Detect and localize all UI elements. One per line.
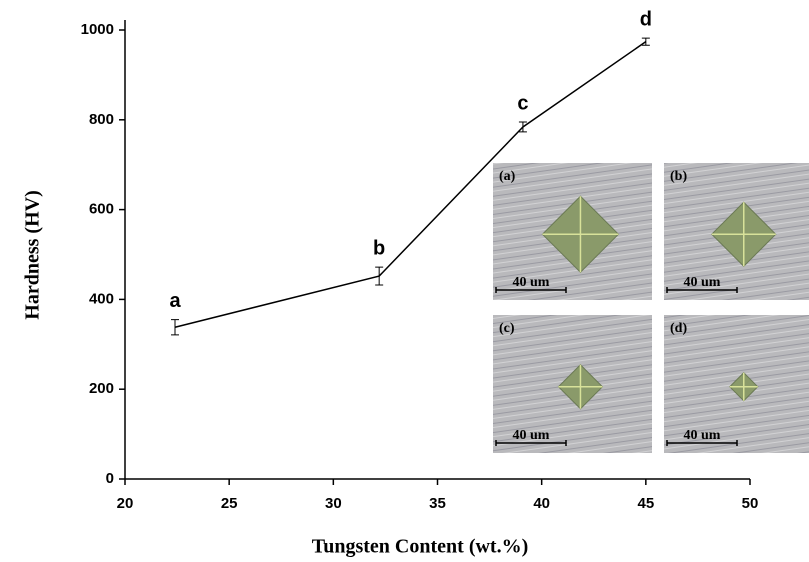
x-tick-label: 20	[117, 495, 134, 512]
point-label: d	[640, 8, 652, 30]
point-label: b	[373, 237, 385, 259]
x-axis-label: Tungsten Content (wt.%)	[312, 536, 529, 558]
x-tick-label: 25	[221, 495, 238, 512]
x-tick-label: 40	[533, 495, 550, 512]
inset-label: (c)	[499, 321, 515, 336]
scale-text: 40 um	[684, 275, 721, 290]
y-tick-label: 200	[89, 380, 114, 397]
y-tick-label: 800	[89, 111, 114, 128]
y-tick-label: 400	[89, 290, 114, 307]
y-tick-label: 1000	[81, 21, 114, 38]
x-tick-label: 30	[325, 495, 342, 512]
inset-label: (a)	[499, 169, 516, 184]
point-label: a	[169, 290, 181, 312]
y-tick-label: 600	[89, 201, 114, 218]
chart: Tungsten Content (wt.%) Hardness (HV) 20…	[0, 0, 809, 562]
inset-label: (b)	[670, 169, 687, 184]
y-tick-label: 0	[106, 470, 114, 487]
point-label: c	[517, 92, 528, 114]
inset-label: (d)	[670, 321, 687, 336]
x-tick-label: 50	[742, 495, 759, 512]
x-tick-label: 45	[637, 495, 654, 512]
scale-text: 40 um	[684, 428, 721, 443]
scale-text: 40 um	[513, 428, 550, 443]
y-axis-label: Hardness (HV)	[22, 190, 44, 319]
x-tick-label: 35	[429, 495, 446, 512]
scale-text: 40 um	[513, 275, 550, 290]
